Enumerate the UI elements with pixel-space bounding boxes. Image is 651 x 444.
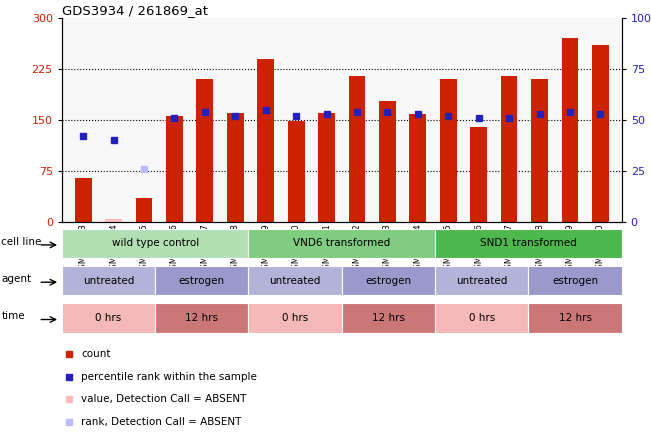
Text: GDS3934 / 261869_at: GDS3934 / 261869_at bbox=[62, 4, 208, 16]
Bar bbox=[105, 218, 122, 222]
Text: 0 hrs: 0 hrs bbox=[469, 313, 495, 323]
Bar bbox=[249, 266, 342, 295]
Bar bbox=[75, 178, 92, 222]
Bar bbox=[342, 303, 435, 333]
Text: untreated: untreated bbox=[83, 276, 134, 285]
Text: untreated: untreated bbox=[270, 276, 321, 285]
Bar bbox=[155, 303, 249, 333]
Text: VND6 transformed: VND6 transformed bbox=[293, 238, 391, 248]
Text: 0 hrs: 0 hrs bbox=[282, 313, 308, 323]
Bar bbox=[257, 59, 274, 222]
Text: value, Detection Call = ABSENT: value, Detection Call = ABSENT bbox=[81, 394, 247, 404]
Bar bbox=[379, 101, 396, 222]
Bar bbox=[440, 79, 456, 222]
Text: 12 hrs: 12 hrs bbox=[559, 313, 592, 323]
Bar bbox=[249, 303, 342, 333]
Bar bbox=[531, 79, 548, 222]
Bar bbox=[166, 116, 183, 222]
Text: cell line: cell line bbox=[1, 237, 42, 247]
Text: time: time bbox=[1, 311, 25, 321]
Bar bbox=[62, 229, 249, 258]
Bar bbox=[562, 38, 578, 222]
Bar bbox=[349, 75, 365, 222]
Bar bbox=[197, 79, 214, 222]
Bar bbox=[135, 198, 152, 222]
Bar bbox=[288, 121, 305, 222]
Bar bbox=[435, 266, 529, 295]
Text: estrogen: estrogen bbox=[179, 276, 225, 285]
Text: untreated: untreated bbox=[456, 276, 507, 285]
Bar bbox=[470, 127, 487, 222]
Bar bbox=[592, 45, 609, 222]
Bar bbox=[318, 113, 335, 222]
Text: count: count bbox=[81, 349, 111, 359]
Bar bbox=[62, 266, 155, 295]
Text: agent: agent bbox=[1, 274, 31, 284]
Text: rank, Detection Call = ABSENT: rank, Detection Call = ABSENT bbox=[81, 416, 242, 427]
Bar bbox=[501, 75, 518, 222]
Text: 12 hrs: 12 hrs bbox=[372, 313, 405, 323]
Bar bbox=[62, 303, 155, 333]
Bar bbox=[249, 229, 435, 258]
Text: 0 hrs: 0 hrs bbox=[96, 313, 122, 323]
Bar bbox=[529, 266, 622, 295]
Text: wild type control: wild type control bbox=[111, 238, 199, 248]
Bar bbox=[342, 266, 435, 295]
Text: estrogen: estrogen bbox=[552, 276, 598, 285]
Text: percentile rank within the sample: percentile rank within the sample bbox=[81, 372, 257, 381]
Text: SND1 transformed: SND1 transformed bbox=[480, 238, 577, 248]
Text: estrogen: estrogen bbox=[365, 276, 411, 285]
Bar bbox=[155, 266, 249, 295]
Bar bbox=[435, 229, 622, 258]
Bar bbox=[227, 113, 243, 222]
Bar bbox=[409, 115, 426, 222]
Bar bbox=[435, 303, 529, 333]
Text: 12 hrs: 12 hrs bbox=[186, 313, 218, 323]
Bar bbox=[529, 303, 622, 333]
